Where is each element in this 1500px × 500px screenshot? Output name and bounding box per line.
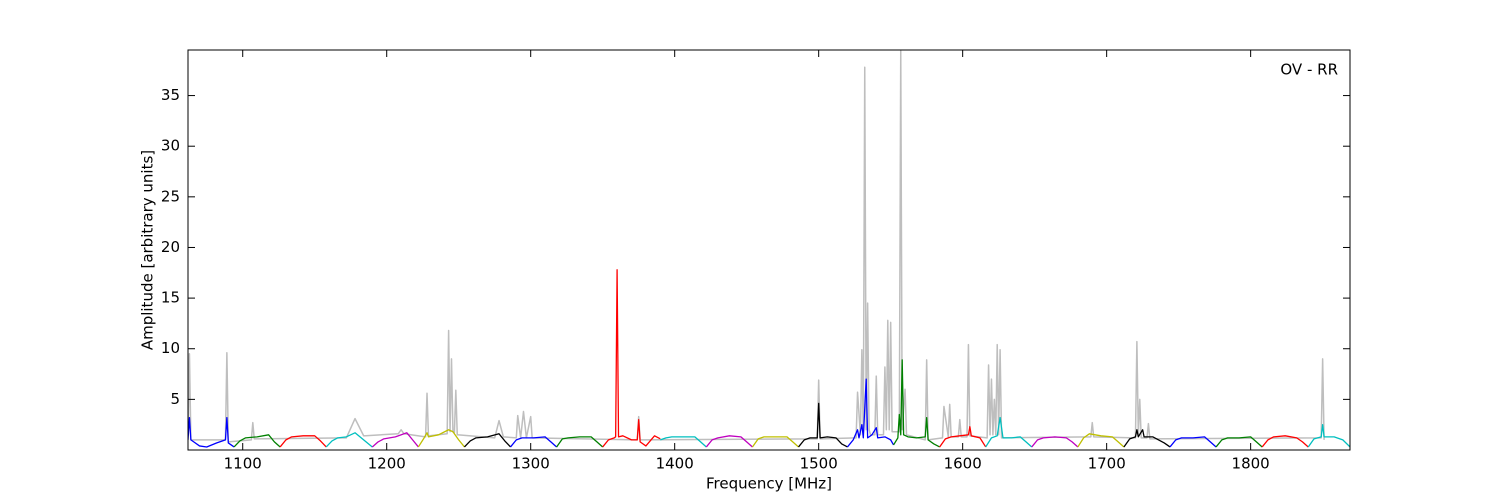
series-line [233,434,281,448]
x-tick-label: 1400 [656,455,694,473]
y-tick-label: 35 [161,86,180,104]
series-line [510,436,558,448]
x-tick-label: 1300 [512,455,550,473]
series-line [188,416,235,448]
x-tick-label: 1800 [1232,455,1270,473]
series-line [1215,436,1263,448]
series-line [939,426,987,448]
y-tick-label: 25 [161,187,180,205]
series-line [985,416,1033,448]
x-tick-label: 1500 [800,455,838,473]
y-tick-label: 20 [161,238,180,256]
series-line [751,436,799,448]
series-line [325,432,373,448]
axes-frame [187,49,1351,451]
series-line [1307,424,1350,448]
y-tick-label: 30 [161,137,180,155]
y-tick-label: 5 [170,390,180,408]
plot-area [188,50,1350,448]
y-tick-label: 10 [161,339,180,357]
series-line [556,436,604,448]
series-line [798,402,848,448]
x-tick-label: 1100 [224,455,262,473]
series-line [602,269,661,448]
x-tick-label: 1700 [1088,455,1126,473]
series-line [660,436,707,448]
series-line [892,359,940,448]
series-line [1077,433,1125,448]
series-line [1031,436,1079,448]
series-line [846,378,895,448]
series-line [417,429,465,448]
series-line [371,432,419,448]
series-line [1169,436,1217,448]
annotation: OV - RR [1280,61,1338,79]
series-line [1123,429,1171,448]
series-line [705,435,753,448]
y-tick-label: 15 [161,289,180,307]
series-line [1261,435,1309,448]
x-tick-label: 1600 [944,455,982,473]
x-axis-label: Frequency [MHz] [706,475,832,493]
y-axis-label: Amplitude [arbitrary units] [139,150,157,350]
x-tick-label: 1200 [368,455,406,473]
series-line [463,433,512,448]
series-line [279,435,327,448]
